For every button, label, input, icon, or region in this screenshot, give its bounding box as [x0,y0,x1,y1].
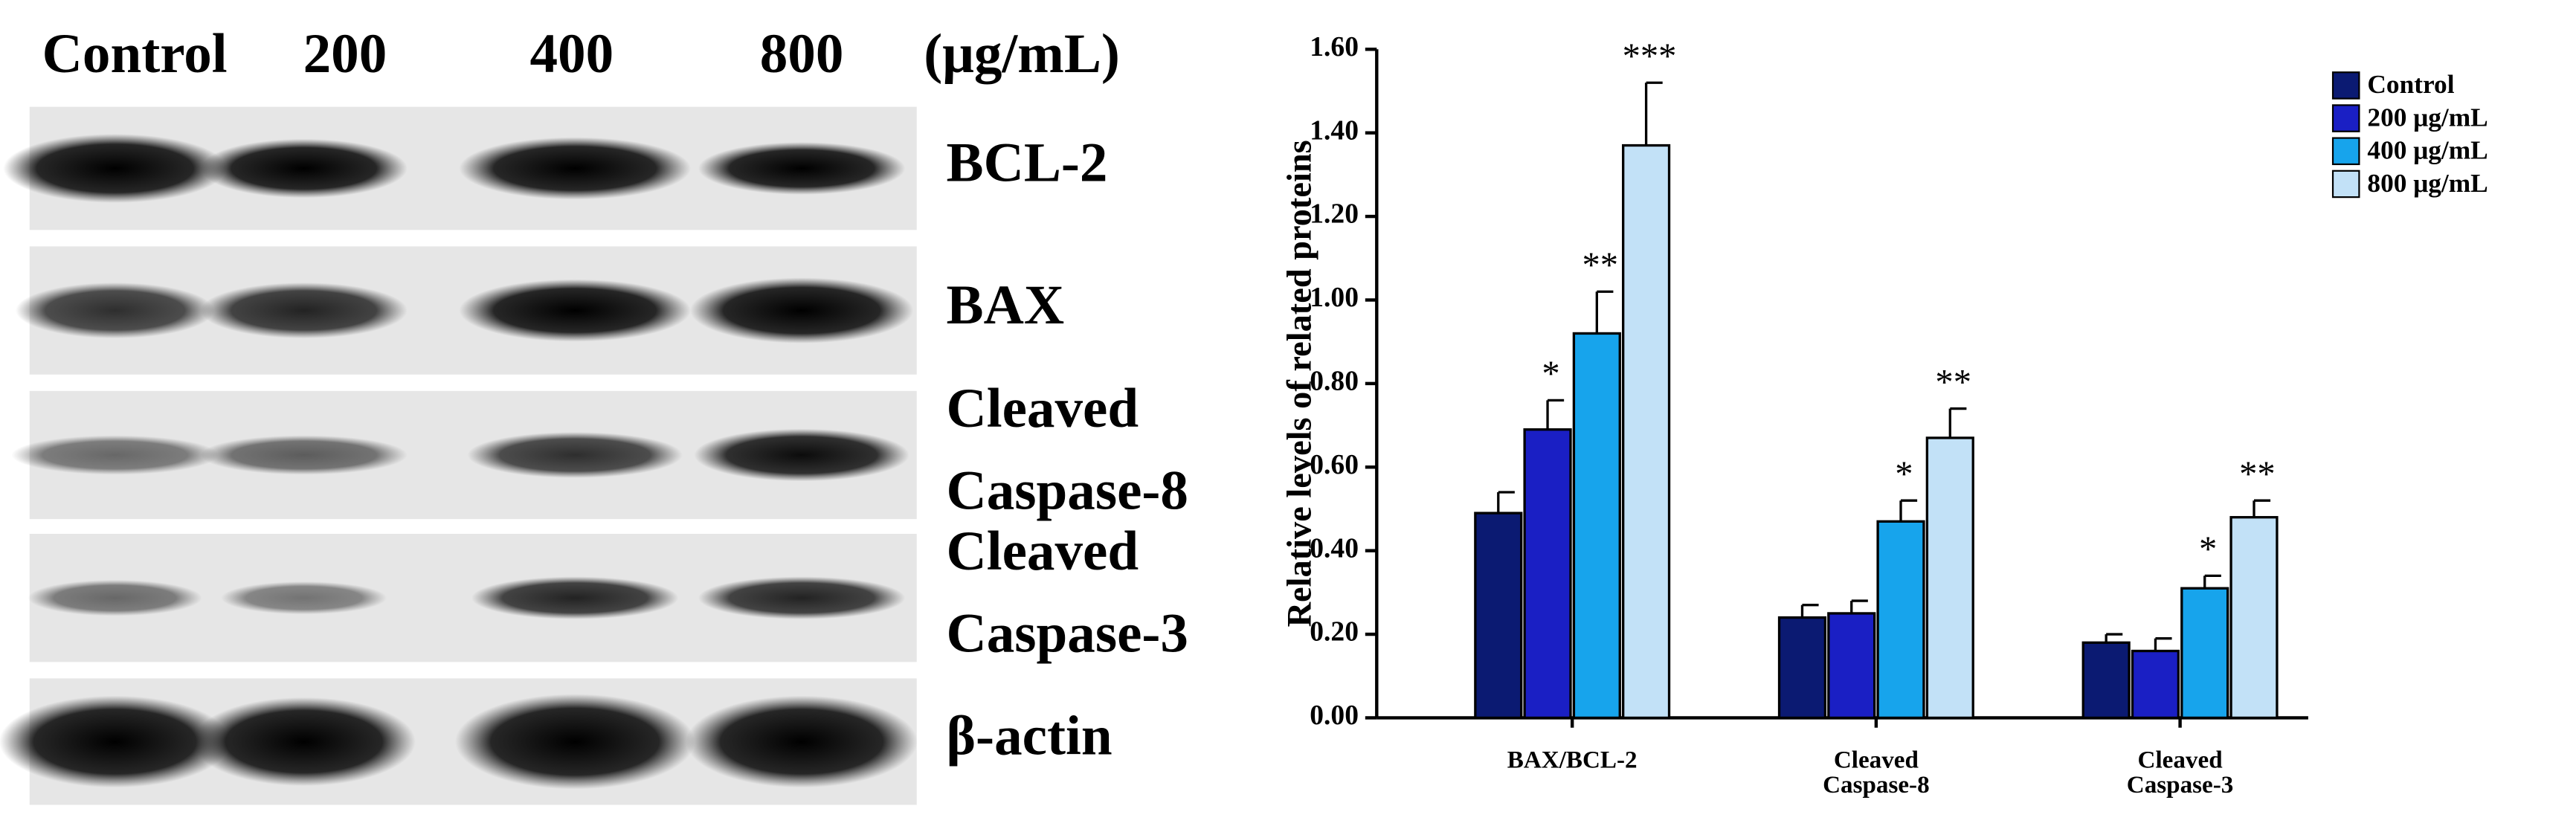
legend-label: 400 μg/mL [2367,136,2488,165]
bar [1876,520,1925,720]
significance: ** [1582,245,1618,285]
row-label: Caspase-8 [946,459,1188,521]
bar [1827,612,1876,720]
bar [1925,436,1974,720]
column-label: 400 [529,23,614,85]
y-tick-label: 0.60 [1310,450,1359,480]
column-label: 800 [760,23,844,85]
significance: * [1542,354,1559,394]
bar [1777,616,1827,720]
row-label: BAX [946,274,1064,336]
blot-band [467,432,683,478]
bar [2081,641,2131,720]
legend-swatch [2331,104,2360,132]
significance: ** [2239,454,2276,494]
x-tick-label: BAX/BCL-2 [1507,746,1638,774]
x-tick-label: Caspase-8 [1823,771,1930,799]
legend-swatch [2331,137,2360,166]
row-label: β-actin [946,706,1112,767]
y-tick-label: 0.00 [1310,700,1359,731]
blot-band [192,697,416,787]
bar [1622,143,1671,720]
bar [2131,649,2180,720]
significance: ** [1935,362,1971,402]
blot-band [698,142,906,195]
blot-band [15,283,215,339]
blot-band [454,694,695,790]
significance: * [2199,529,2217,570]
blot-band [686,695,918,788]
blot-band [694,428,909,482]
y-tick-label: 1.20 [1310,199,1359,230]
column-label: Control [42,23,228,85]
legend-label: Control [2367,70,2454,99]
western-blot: Control 200 400 800 (μg/mL)BCL-2BAXCleavedCa… [0,23,1188,805]
bar [1474,512,1523,720]
y-tick-label: 1.40 [1310,115,1359,146]
blot-band [698,576,906,619]
row-label: Caspase-3 [946,603,1188,665]
blot-band [11,435,219,475]
blot-band [28,579,202,616]
bar-chart: 0.00 0.20 0.40 0.60 0.80 1.00 1.20 1.40 1.60 Rela… [1281,32,2488,799]
y-tick-label: 1.00 [1310,283,1359,313]
legend-label: 200 μg/mL [2367,103,2488,132]
blot-band [200,138,408,199]
bar [1523,428,1572,720]
blot-band [471,576,679,619]
bar [1572,332,1621,720]
x-tick-label: Cleaved [2138,746,2224,774]
blot-band [689,277,914,344]
row-label: Cleaved [946,520,1139,582]
column-label: 200 [303,23,387,85]
blot-band [200,435,408,475]
bar [2180,587,2229,720]
y-axis-label: Relative levels of related proteins [1281,140,1319,627]
y-tick-label: 1.60 [1310,32,1359,62]
legend-swatch [2331,170,2360,199]
blot-band [0,695,231,788]
significance: * [1895,454,1913,494]
x-tick-label: Cleaved [1834,746,1919,774]
bar [2229,516,2279,720]
unit-label: (μg/mL) [924,23,1120,85]
row-label: BCL-2 [946,132,1107,194]
blot-band [221,581,387,615]
significance: *** [1623,36,1677,76]
blot-band [459,279,691,342]
row-label: Cleaved [946,378,1139,439]
legend-swatch [2331,71,2360,100]
x-tick-label: Caspase-3 [2127,771,2234,799]
blot-band [200,283,408,339]
legend-label: 800 μg/mL [2367,169,2488,198]
y-tick-label: 0.80 [1310,366,1359,396]
y-tick-label: 0.40 [1310,533,1359,564]
blot-band [459,137,691,200]
y-tick-label: 0.20 [1310,617,1359,648]
blot-band [3,134,227,203]
